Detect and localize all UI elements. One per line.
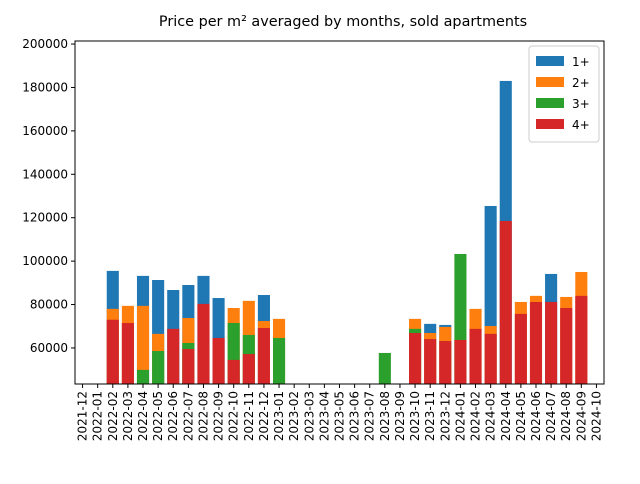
bar	[469, 328, 482, 384]
x-tick-label: 2022-07	[181, 391, 195, 441]
x-tick-label: 2022-08	[196, 391, 210, 441]
bar	[242, 354, 255, 384]
x-tick-label: 2024-03	[484, 391, 498, 441]
bar	[499, 220, 512, 384]
y-tick-label: 120000	[22, 211, 68, 225]
bar	[106, 319, 119, 384]
legend-swatch	[536, 119, 564, 129]
x-tick-label: 2022-03	[121, 391, 135, 441]
y-tick-label: 200000	[22, 37, 68, 51]
x-tick-label: 2024-09	[574, 391, 588, 441]
bar	[257, 327, 270, 384]
bar	[182, 349, 195, 384]
x-tick-label: 2024-01	[453, 391, 467, 441]
bar	[227, 359, 240, 384]
bar	[197, 303, 210, 384]
bar	[212, 337, 225, 384]
legend-label: 2+	[572, 76, 590, 90]
x-tick-label: 2024-04	[499, 391, 513, 441]
bar	[439, 341, 452, 384]
bar	[575, 295, 588, 384]
y-tick-label: 160000	[22, 124, 68, 138]
chart-title: Price per m² averaged by months, sold ap…	[159, 14, 527, 30]
x-tick-label: 2022-09	[212, 391, 226, 441]
x-tick-label: 2024-07	[544, 391, 558, 441]
bar	[514, 313, 527, 384]
x-tick-label: 2022-02	[106, 391, 120, 441]
bar	[167, 328, 180, 384]
bar	[121, 322, 134, 384]
legend-label: 4+	[572, 118, 590, 132]
bar	[484, 333, 497, 384]
x-tick-label: 2024-02	[469, 391, 483, 441]
x-tick-label: 2023-02	[287, 391, 301, 441]
x-tick-label: 2023-03	[302, 391, 316, 441]
x-tick-label: 2024-05	[514, 391, 528, 441]
bar	[560, 308, 573, 384]
legend-label: 3+	[572, 97, 590, 111]
x-tick-label: 2022-04	[136, 391, 150, 441]
bar	[152, 351, 165, 384]
legend-swatch	[536, 98, 564, 108]
x-tick-label: 2022-10	[227, 391, 241, 441]
x-tick-label: 2023-05	[333, 391, 347, 441]
x-tick-label: 2023-12	[438, 391, 452, 441]
y-tick-label: 80000	[30, 298, 68, 312]
bar	[136, 369, 150, 384]
x-tick-label: 2022-06	[166, 391, 180, 441]
bar	[424, 339, 437, 384]
legend-swatch	[536, 77, 564, 87]
x-tick-label: 2024-10	[589, 391, 603, 441]
bar	[409, 332, 422, 384]
x-tick-label: 2023-01	[272, 391, 286, 441]
x-tick-label: 2023-09	[393, 391, 407, 441]
x-tick-label: 2022-11	[242, 391, 256, 441]
y-tick-label: 60000	[30, 341, 68, 355]
legend-swatch	[536, 56, 564, 66]
x-tick-label: 2022-05	[151, 391, 165, 441]
legend-label: 1+	[572, 55, 590, 69]
bar	[136, 305, 150, 384]
x-tick-label: 2023-07	[363, 391, 377, 441]
x-tick-label: 2023-04	[317, 391, 331, 441]
bar	[529, 301, 543, 384]
y-tick-label: 100000	[22, 254, 68, 268]
x-tick-label: 2022-12	[257, 391, 271, 441]
x-tick-label: 2023-11	[423, 391, 437, 441]
x-tick-label: 2021-12	[76, 391, 90, 441]
x-tick-label: 2023-08	[378, 391, 392, 441]
y-tick-label: 180000	[22, 80, 68, 94]
x-tick-label: 2024-08	[559, 391, 573, 441]
bar	[272, 337, 286, 384]
bar	[378, 352, 391, 384]
legend-box	[528, 45, 600, 143]
y-tick-label: 140000	[22, 167, 68, 181]
x-tick-label: 2023-06	[348, 391, 362, 441]
bar	[545, 301, 558, 384]
x-tick-label: 2024-06	[529, 391, 543, 441]
bar	[454, 339, 467, 384]
x-tick-label: 2023-10	[408, 391, 422, 441]
x-tick-label: 2022-01	[91, 391, 105, 441]
plot-area	[106, 80, 588, 384]
